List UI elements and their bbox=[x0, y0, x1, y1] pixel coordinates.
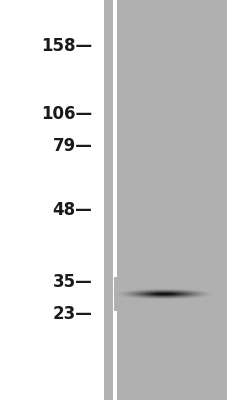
Bar bbox=[112, 0, 117, 400]
Text: 106—: 106— bbox=[41, 105, 92, 123]
Text: 158—: 158— bbox=[41, 37, 92, 55]
Bar bbox=[103, 0, 112, 400]
Text: 23—: 23— bbox=[52, 305, 92, 323]
Text: 79—: 79— bbox=[52, 137, 92, 155]
Text: 35—: 35— bbox=[52, 273, 92, 291]
Bar bbox=[117, 0, 227, 400]
Text: 48—: 48— bbox=[52, 201, 92, 219]
